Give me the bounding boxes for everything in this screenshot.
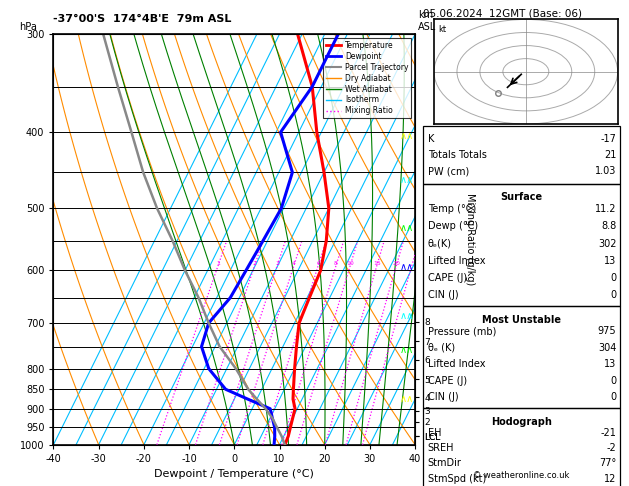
Text: 0: 0 bbox=[610, 273, 616, 283]
Text: 15: 15 bbox=[373, 261, 381, 266]
Text: ∧∧: ∧∧ bbox=[400, 394, 414, 403]
Text: km
ASL: km ASL bbox=[418, 10, 437, 32]
Text: Lifted Index: Lifted Index bbox=[428, 256, 485, 266]
Text: Most Unstable: Most Unstable bbox=[482, 315, 560, 325]
Text: 0: 0 bbox=[610, 376, 616, 386]
Text: 05.06.2024  12GMT (Base: 06): 05.06.2024 12GMT (Base: 06) bbox=[423, 9, 582, 19]
Text: 77°: 77° bbox=[599, 458, 616, 469]
Text: Pressure (mb): Pressure (mb) bbox=[428, 327, 496, 336]
Text: ∧∧: ∧∧ bbox=[400, 345, 414, 355]
Text: ∧∧: ∧∧ bbox=[400, 131, 414, 141]
Text: 8: 8 bbox=[334, 261, 338, 266]
Text: -2: -2 bbox=[606, 443, 616, 453]
Text: EH: EH bbox=[428, 428, 441, 438]
Text: 975: 975 bbox=[598, 327, 616, 336]
Text: -21: -21 bbox=[601, 428, 616, 438]
Text: CAPE (J): CAPE (J) bbox=[428, 273, 467, 283]
Text: Surface: Surface bbox=[500, 192, 542, 203]
Text: Hodograph: Hodograph bbox=[491, 417, 552, 427]
Text: Temp (°C): Temp (°C) bbox=[428, 204, 476, 214]
Text: 10: 10 bbox=[347, 261, 354, 266]
Text: © weatheronline.co.uk: © weatheronline.co.uk bbox=[473, 471, 569, 480]
Text: 8.8: 8.8 bbox=[601, 222, 616, 231]
X-axis label: Dewpoint / Temperature (°C): Dewpoint / Temperature (°C) bbox=[154, 469, 314, 479]
Text: 1: 1 bbox=[216, 261, 220, 266]
Text: 4: 4 bbox=[292, 261, 296, 266]
Text: Totals Totals: Totals Totals bbox=[428, 150, 487, 160]
Text: 13: 13 bbox=[604, 360, 616, 369]
Text: 1.03: 1.03 bbox=[595, 166, 616, 176]
Text: θₑ(K): θₑ(K) bbox=[428, 239, 452, 248]
Text: 13: 13 bbox=[604, 256, 616, 266]
Text: θₑ (K): θₑ (K) bbox=[428, 343, 455, 353]
Text: 3: 3 bbox=[275, 261, 279, 266]
Y-axis label: Mixing Ratio (g/kg): Mixing Ratio (g/kg) bbox=[465, 193, 476, 285]
Text: 20: 20 bbox=[392, 261, 400, 266]
Text: ∧∧: ∧∧ bbox=[400, 311, 414, 321]
Text: 11.2: 11.2 bbox=[595, 204, 616, 214]
Text: 6: 6 bbox=[316, 261, 320, 266]
Text: CAPE (J): CAPE (J) bbox=[428, 376, 467, 386]
Text: 304: 304 bbox=[598, 343, 616, 353]
Text: -37°00'S  174°4B'E  79m ASL: -37°00'S 174°4B'E 79m ASL bbox=[53, 14, 232, 24]
Text: 12: 12 bbox=[604, 474, 616, 484]
Text: 0: 0 bbox=[610, 290, 616, 300]
Text: kt: kt bbox=[438, 25, 447, 34]
Text: 0: 0 bbox=[610, 393, 616, 402]
Text: Lifted Index: Lifted Index bbox=[428, 360, 485, 369]
Text: SREH: SREH bbox=[428, 443, 454, 453]
Text: 302: 302 bbox=[598, 239, 616, 248]
Text: 2: 2 bbox=[252, 261, 257, 266]
Text: -17: -17 bbox=[601, 134, 616, 144]
Text: PW (cm): PW (cm) bbox=[428, 166, 469, 176]
Text: StmDir: StmDir bbox=[428, 458, 462, 469]
Text: CIN (J): CIN (J) bbox=[428, 393, 459, 402]
Text: ∧∧: ∧∧ bbox=[400, 224, 414, 233]
Text: CIN (J): CIN (J) bbox=[428, 290, 459, 300]
Text: ∧∧: ∧∧ bbox=[400, 262, 414, 272]
Text: 21: 21 bbox=[604, 150, 616, 160]
Text: StmSpd (kt): StmSpd (kt) bbox=[428, 474, 486, 484]
Text: K: K bbox=[428, 134, 434, 144]
Text: Dewp (°C): Dewp (°C) bbox=[428, 222, 478, 231]
Legend: Temperature, Dewpoint, Parcel Trajectory, Dry Adiabat, Wet Adiabat, Isotherm, Mi: Temperature, Dewpoint, Parcel Trajectory… bbox=[323, 38, 411, 119]
Text: hPa: hPa bbox=[19, 21, 36, 32]
Text: ∧∧: ∧∧ bbox=[400, 175, 414, 185]
